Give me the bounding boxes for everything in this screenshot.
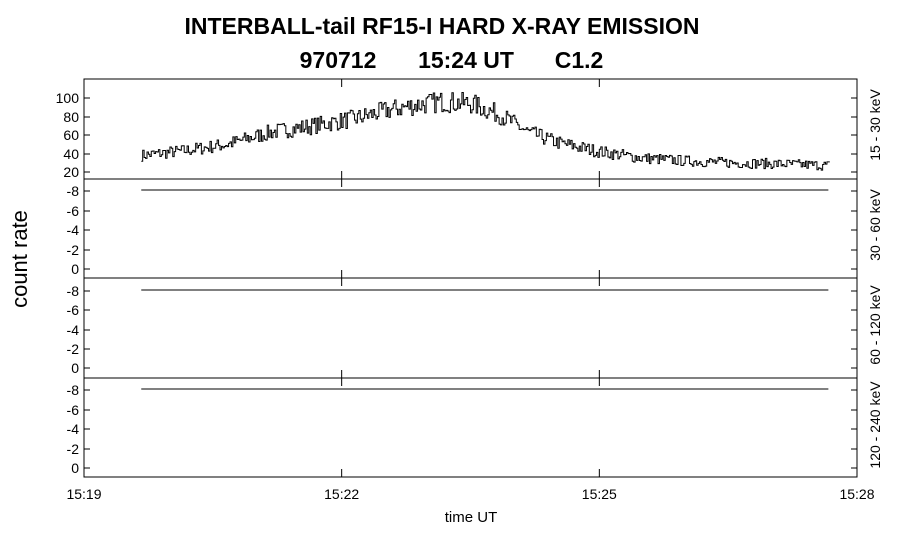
chart-subtitle-date: 970712 (300, 47, 377, 73)
y-tick-label: -2 (67, 341, 80, 357)
panel-frame (83, 277, 858, 379)
panel-3: -8 -6 -4 -2 0 120 - 240 keV (67, 377, 883, 478)
panel-band-label: 60 - 120 keV (867, 285, 883, 365)
x-tick-label: 15:19 (66, 486, 101, 502)
y-tick-label: -4 (67, 421, 80, 437)
y-tick-label: -6 (67, 302, 80, 318)
y-axis-label: count rate (7, 210, 32, 308)
y-tick-label: -2 (67, 242, 80, 258)
panel-frame (83, 178, 858, 279)
y-tick-label: -2 (67, 441, 80, 457)
panel-2: -8 -6 -4 -2 0 60 - 120 keV (67, 277, 883, 379)
y-tick-label: -8 (67, 283, 80, 299)
y-tick-label: 100 (56, 90, 80, 106)
panel-frame (83, 78, 858, 180)
y-tick-label: -8 (67, 382, 80, 398)
y-tick-label: 0 (71, 261, 79, 277)
y-tick-label: 60 (63, 127, 79, 143)
y-tick-label: 20 (63, 164, 79, 180)
y-tick-label: 0 (71, 460, 79, 476)
y-tick-label: 80 (63, 109, 79, 125)
y-tick-label: 0 (71, 360, 79, 376)
chart-title: INTERBALL-tail RF15-I HARD X-RAY EMISSIO… (185, 13, 700, 39)
chart-subtitle-class: C1.2 (555, 47, 604, 73)
panel-band-label: 120 - 240 keV (867, 381, 883, 469)
y-tick-label: -6 (67, 402, 80, 418)
y-tick-label: -8 (67, 183, 80, 199)
panel-1: -8 -6 -4 -2 0 30 - 60 keV (67, 178, 883, 279)
panel-frame (83, 377, 858, 478)
chart-subtitle-time: 15:24 UT (418, 47, 514, 73)
count-rate-series (141, 91, 830, 171)
y-tick-label: -4 (67, 222, 80, 238)
x-axis-label: time UT (445, 509, 498, 526)
x-tick-label: 15:28 (839, 486, 874, 502)
y-tick-label: -4 (67, 322, 80, 338)
panel-0: 100 80 60 40 20 15 - 30 keV (56, 78, 883, 180)
y-tick-label: -6 (67, 203, 80, 219)
y-tick-label: 40 (63, 146, 79, 162)
x-tick-label: 15:25 (582, 486, 617, 502)
panel-band-label: 15 - 30 keV (867, 89, 883, 161)
x-tick-label: 15:22 (324, 486, 359, 502)
panel-band-label: 30 - 60 keV (867, 189, 883, 261)
